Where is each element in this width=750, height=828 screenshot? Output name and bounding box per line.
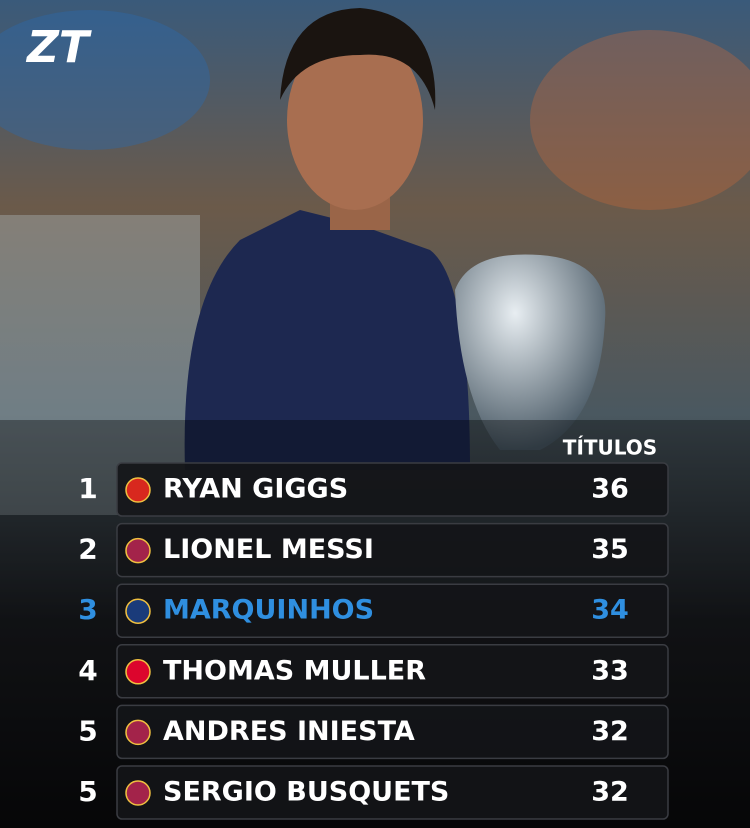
titles: 32 xyxy=(591,777,629,808)
row-box xyxy=(116,644,669,699)
table: 1 RYAN GIGGS 36 2 LIONEL MESSI 35 3 MARQUINHOS 3… xyxy=(78,462,669,820)
club-badge xyxy=(125,477,151,503)
column-header: TÍTULOS xyxy=(563,436,657,460)
titles: 32 xyxy=(591,716,629,747)
club-badge xyxy=(125,537,151,564)
rank: 4 xyxy=(78,654,97,687)
titles: 34 xyxy=(591,595,629,626)
rank: 5 xyxy=(78,775,97,808)
row-box xyxy=(116,765,669,820)
player-hair xyxy=(280,8,436,110)
titles: 35 xyxy=(591,534,629,565)
row-box xyxy=(116,462,669,517)
rank: 3 xyxy=(78,593,97,626)
blur-light xyxy=(530,30,750,210)
titles: 36 xyxy=(591,474,629,505)
club-badge xyxy=(125,598,151,624)
club-badge xyxy=(125,719,151,746)
rank: 5 xyxy=(78,714,97,747)
player-name: MARQUINHOS xyxy=(163,595,374,626)
player-name: ANDRES INIESTA xyxy=(163,716,415,747)
trophy xyxy=(455,254,606,450)
rank: 1 xyxy=(78,472,97,505)
logo: ZT xyxy=(25,22,92,73)
player-name: THOMAS MULLER xyxy=(163,655,426,686)
rank: 2 xyxy=(78,533,97,566)
row-box xyxy=(116,522,669,578)
club-badge xyxy=(125,659,151,685)
blur-light xyxy=(0,10,210,150)
titles: 33 xyxy=(591,655,629,686)
player-head xyxy=(287,30,423,210)
row-box xyxy=(116,704,669,760)
row-box xyxy=(116,583,669,638)
player-name: RYAN GIGGS xyxy=(163,474,348,505)
player-name: SERGIO BUSQUETS xyxy=(163,777,449,808)
player-name: LIONEL MESSI xyxy=(163,534,374,565)
player-shirt xyxy=(184,210,470,470)
club-badge xyxy=(125,780,151,806)
